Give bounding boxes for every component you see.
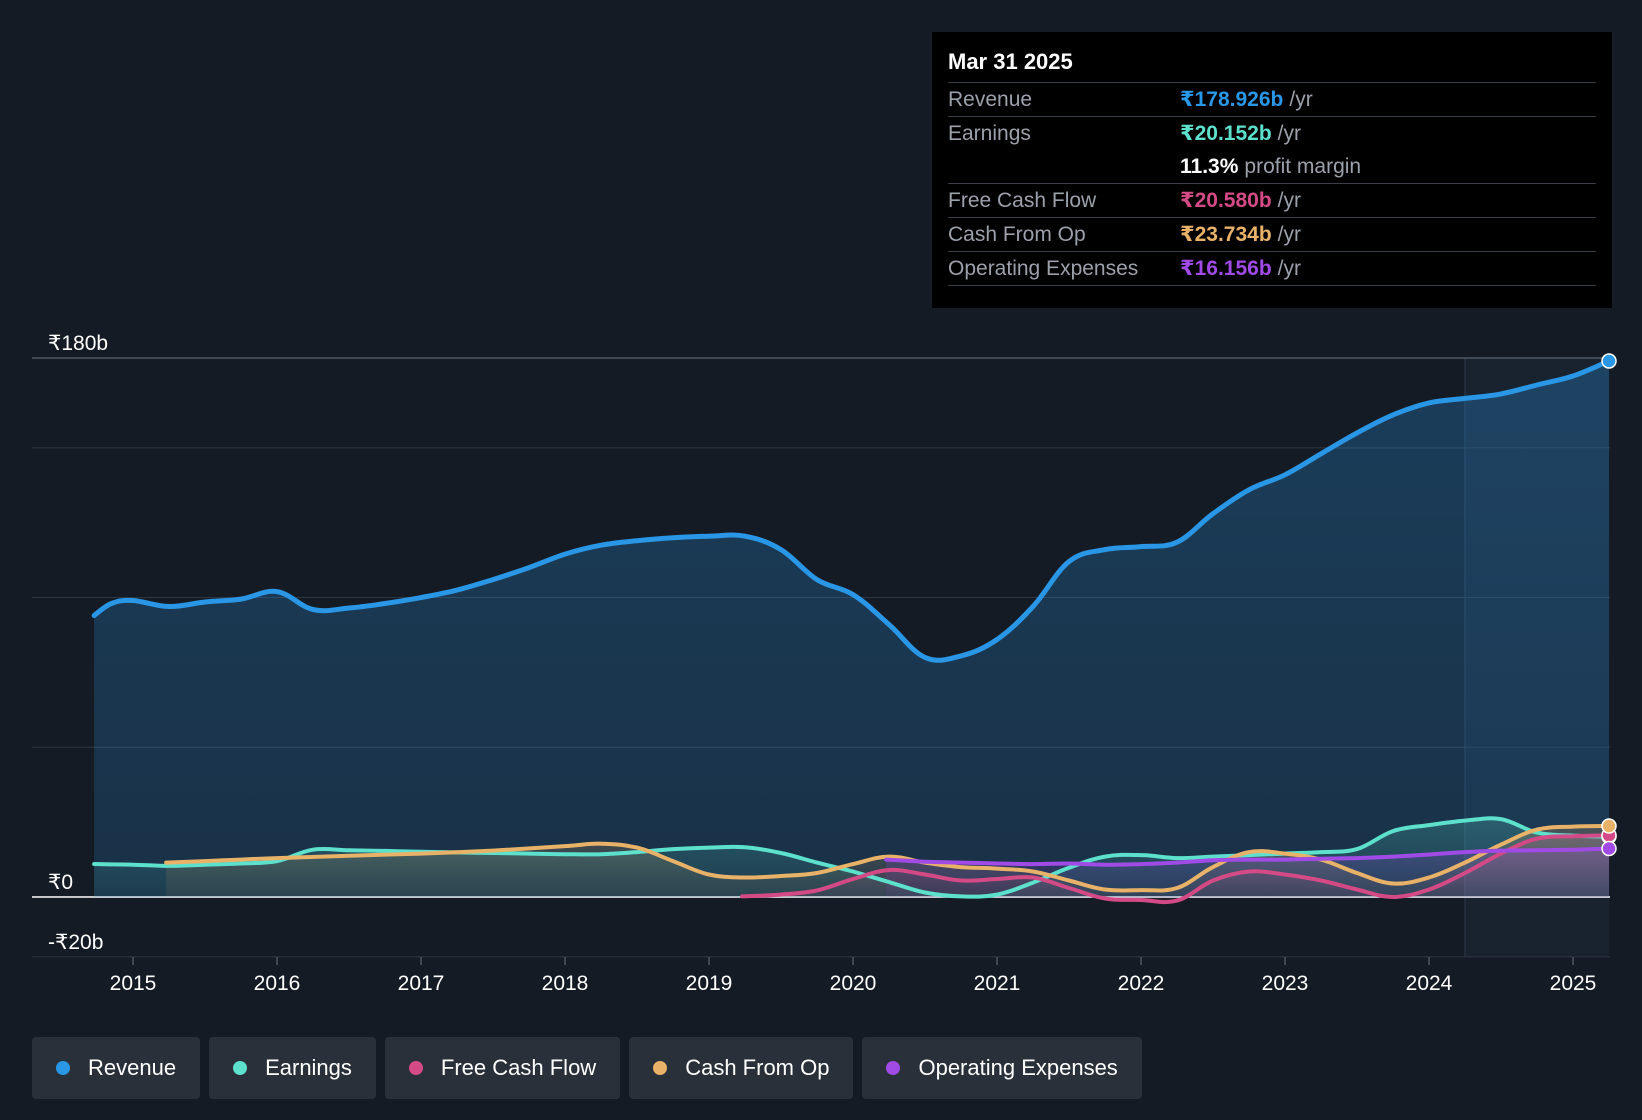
legend-item-operating-expenses[interactable]: Operating Expenses bbox=[862, 1037, 1142, 1099]
y-tick-label: ₹0 bbox=[48, 871, 73, 894]
tooltip: Mar 31 2025 Revenue ₹178.926b/yr Earnings ₹… bbox=[932, 32, 1612, 308]
tooltip-value: ₹16.156b bbox=[1180, 257, 1272, 280]
legend-label: Cash From Op bbox=[685, 1055, 830, 1080]
series-line-operating-expenses bbox=[884, 846, 1611, 867]
legend-dot-icon bbox=[653, 1061, 668, 1075]
x-tick-label: 2022 bbox=[1118, 972, 1165, 995]
legend-dot-icon bbox=[233, 1061, 248, 1075]
tooltip-row: 11.3% profit margin bbox=[948, 150, 1596, 184]
series-lines[interactable] bbox=[91, 353, 1617, 905]
x-tick-label: 2021 bbox=[974, 972, 1021, 995]
legend-label: Operating Expenses bbox=[918, 1055, 1118, 1080]
tooltip-unit: /yr bbox=[1277, 121, 1301, 145]
series-area-revenue bbox=[94, 361, 1610, 897]
tooltip-label: Cash From Op bbox=[948, 222, 1086, 246]
tooltip-label: Operating Expenses bbox=[948, 256, 1139, 280]
legend: Revenue Earnings Free Cash Flow Cash From O… bbox=[32, 1037, 1142, 1099]
tooltip-unit: /yr bbox=[1289, 87, 1313, 111]
x-tick-label: 2017 bbox=[398, 972, 445, 995]
series-line-free-cash-flow bbox=[740, 833, 1611, 905]
x-tick-label: 2020 bbox=[830, 972, 877, 995]
tooltip-row: Revenue ₹178.926b/yr bbox=[948, 83, 1596, 117]
tooltip-label: Earnings bbox=[948, 121, 1031, 145]
series-line-earnings bbox=[92, 816, 1611, 899]
legend-dot-icon bbox=[408, 1061, 423, 1075]
legend-item-cash-from-op[interactable]: Cash From Op bbox=[629, 1037, 854, 1099]
series-line-cash-from-op bbox=[164, 824, 1611, 893]
axis-ticks: ₹180b ₹0 -₹20b 2015 2016 2017 2018 2019 2020 2021… bbox=[48, 332, 1596, 995]
series-line-revenue bbox=[91, 358, 1612, 663]
tooltip-value: ₹20.152b bbox=[1180, 122, 1272, 145]
tooltip-unit: /yr bbox=[1277, 256, 1301, 280]
legend-dot-icon bbox=[56, 1061, 70, 1075]
x-tick-label: 2016 bbox=[254, 972, 301, 995]
legend-item-revenue[interactable]: Revenue bbox=[32, 1037, 201, 1099]
legend-item-free-cash-flow[interactable]: Free Cash Flow bbox=[384, 1037, 621, 1099]
tooltip-row: Cash From Op ₹23.734b/yr bbox=[948, 218, 1596, 252]
x-tick-label: 2018 bbox=[542, 972, 589, 995]
legend-label: Earnings bbox=[265, 1055, 352, 1080]
tooltip-value: ₹178.926b bbox=[1180, 88, 1284, 111]
x-tick-label: 2023 bbox=[1262, 972, 1309, 995]
end-point-revenue bbox=[1601, 353, 1617, 369]
tooltip-unit: /yr bbox=[1277, 222, 1301, 246]
series-areas bbox=[94, 361, 1610, 903]
tooltip-unit: /yr bbox=[1277, 188, 1301, 212]
legend-label: Revenue bbox=[88, 1055, 177, 1080]
tooltip-date: Mar 31 2025 bbox=[948, 46, 1596, 83]
tooltip-label: Free Cash Flow bbox=[948, 188, 1097, 212]
x-tick-label: 2019 bbox=[686, 972, 733, 995]
tooltip-label: Revenue bbox=[948, 87, 1033, 111]
y-tick-label: -₹20b bbox=[48, 931, 103, 954]
tooltip-row: Earnings ₹20.152b/yr bbox=[948, 117, 1596, 150]
legend-label: Free Cash Flow bbox=[440, 1055, 597, 1080]
tooltip-value: ₹20.580b bbox=[1180, 189, 1272, 212]
legend-dot-icon bbox=[886, 1061, 901, 1075]
tooltip-row: Operating Expenses ₹16.156b/yr bbox=[948, 252, 1596, 286]
tooltip-value: ₹23.734b bbox=[1180, 223, 1272, 246]
x-tick-label: 2024 bbox=[1406, 972, 1453, 995]
tooltip-row: Free Cash Flow ₹20.580b/yr bbox=[948, 184, 1596, 218]
x-tick-label: 2015 bbox=[110, 972, 157, 995]
y-tick-label: ₹180b bbox=[48, 332, 108, 355]
x-tick-label: 2025 bbox=[1550, 972, 1597, 995]
end-point-cash-from-op bbox=[1601, 818, 1617, 834]
end-point-operating-expenses bbox=[1601, 840, 1617, 857]
legend-item-earnings[interactable]: Earnings bbox=[209, 1037, 376, 1099]
tooltip-value: 11.3% bbox=[1180, 154, 1239, 178]
tooltip-unit: profit margin bbox=[1244, 154, 1362, 178]
